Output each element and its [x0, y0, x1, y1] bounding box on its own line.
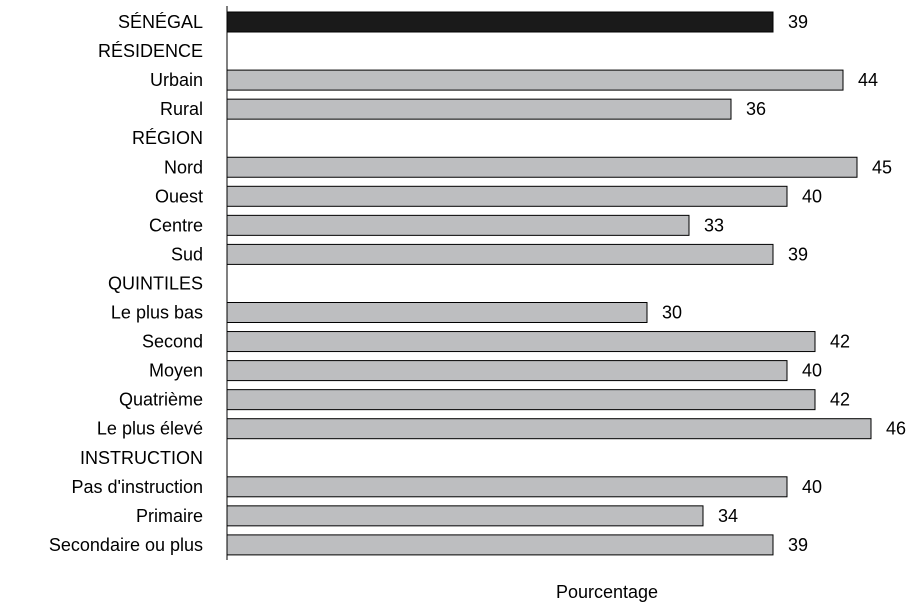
category-label: Ouest [155, 186, 203, 206]
category-label: Secondaire ou plus [49, 535, 203, 555]
value-label: 39 [788, 535, 808, 555]
bar [226, 418, 872, 440]
total-bar [226, 11, 774, 33]
bar [226, 476, 788, 498]
category-label: Centre [149, 215, 203, 235]
group-header-label: RÉGION [132, 128, 203, 148]
value-label: 40 [802, 477, 822, 497]
value-label: 33 [704, 215, 724, 235]
category-label: Moyen [149, 361, 203, 381]
x-axis-label: Pourcentage [556, 582, 658, 602]
category-label: Rural [160, 99, 203, 119]
value-label: 40 [802, 186, 822, 206]
category-label: Pas d'instruction [71, 477, 203, 497]
bar [226, 360, 788, 382]
category-label: Sud [171, 244, 203, 264]
category-label: SÉNÉGAL [118, 12, 203, 32]
bar [226, 331, 816, 353]
bar [226, 156, 858, 178]
value-label: 42 [830, 390, 850, 410]
value-label: 46 [886, 419, 906, 439]
bar [226, 98, 732, 120]
bar [226, 505, 704, 527]
category-label: Le plus bas [111, 303, 203, 323]
group-header-label: RÉSIDENCE [98, 41, 203, 61]
value-label: 42 [830, 332, 850, 352]
bar [226, 214, 690, 236]
group-header-label: QUINTILES [108, 273, 203, 293]
bar [226, 243, 774, 265]
group-header-label: INSTRUCTION [80, 448, 203, 468]
chart-rows: SÉNÉGAL 39 RÉSIDENCE Urbain 44 Rural 36 RÉGION N… [49, 11, 906, 556]
value-label: 45 [872, 157, 892, 177]
value-label: 39 [788, 244, 808, 264]
value-label: 30 [662, 303, 682, 323]
value-label: 39 [788, 12, 808, 32]
value-label: 40 [802, 361, 822, 381]
category-label: Quatrième [119, 390, 203, 410]
value-label: 36 [746, 99, 766, 119]
bar [226, 302, 648, 323]
category-label: Nord [164, 157, 203, 177]
category-label: Le plus élevé [97, 419, 203, 439]
value-label: 44 [858, 70, 878, 90]
category-label: Urbain [150, 70, 203, 90]
bar [226, 534, 774, 556]
category-label: Second [142, 332, 203, 352]
value-label: 34 [718, 506, 738, 526]
bar [226, 389, 816, 411]
bar [226, 185, 788, 207]
bar [226, 69, 844, 91]
category-label: Primaire [136, 506, 203, 526]
